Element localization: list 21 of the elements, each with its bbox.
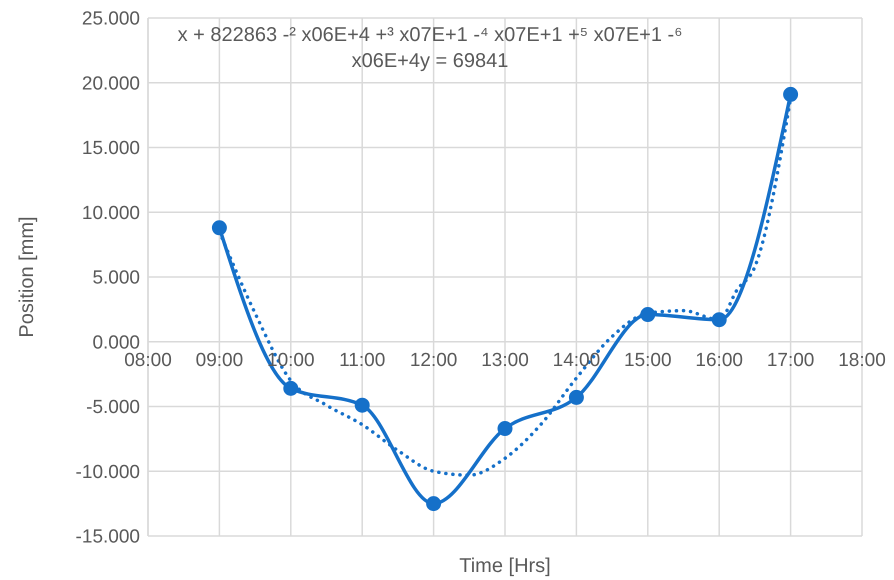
- x-tick-label: 12:00: [410, 350, 458, 371]
- y-axis-title: Position [mm]: [16, 216, 38, 338]
- x-tick-label: 18:00: [838, 350, 886, 371]
- y-tick-label: 25.000: [82, 8, 140, 30]
- x-tick-label: 14:00: [552, 350, 600, 371]
- x-tick-label: 10:00: [267, 350, 315, 371]
- y-tick-label: -15.000: [76, 526, 140, 548]
- x-tick-label: 16:00: [695, 350, 743, 371]
- y-tick-label: 5.000: [92, 268, 140, 289]
- x-tick-label: 15:00: [624, 350, 672, 371]
- x-tick-label: 17:00: [766, 350, 814, 371]
- x-tick-label: 09:00: [196, 350, 244, 371]
- y-tick-label: -10.000: [76, 462, 140, 483]
- x-tick-label: 13:00: [481, 350, 529, 371]
- text: x + 822863 -² x06E+4 +³ x07E+1 -⁴ x07E+1 +⁵ x07E+1 -⁶ x06E+4y = 69841: [176, 23, 684, 74]
- x-tick-label: 11:00: [339, 350, 386, 371]
- y-tick-label: 20.000: [82, 73, 140, 94]
- y-tick-label: 10.000: [82, 202, 140, 224]
- y-tick-label: 15.000: [82, 138, 140, 160]
- x-axis-title: Time [Hrs]: [459, 555, 551, 577]
- y-tick-label: -5.000: [86, 397, 140, 418]
